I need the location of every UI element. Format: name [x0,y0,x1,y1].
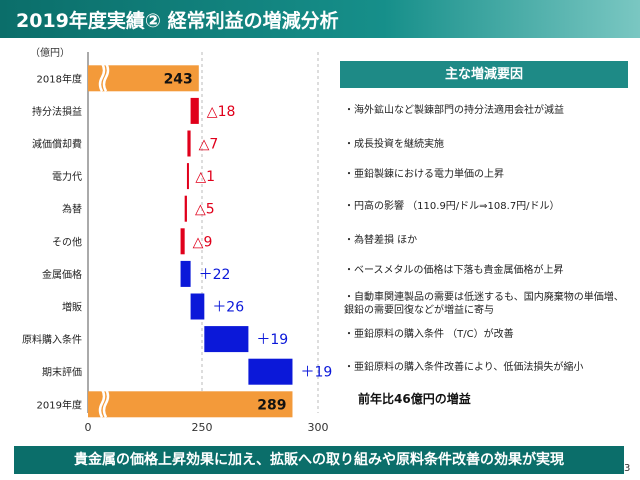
factor-item: ・成長投資を継続実施 [344,139,444,150]
page-number: 3 [624,463,631,474]
bar [88,391,293,418]
factor-item: ・円高の影響 （110.9円/ドル⇒108.7円/ドル） [344,201,560,212]
footer-message: 貴金属の価格上昇効果に加え、拡販への取り組みや原料条件改善の効果が実現 [74,452,564,468]
footer-banner: 貴金属の価格上昇効果に加え、拡販への取り組みや原料条件改善の効果が実現 [14,446,624,474]
factor-item: ・亜鉛製錬における電力単価の上昇 [344,169,504,180]
category-label: 期末評価 [42,366,82,379]
data-label: △5 [195,202,215,218]
data-label: △9 [193,234,213,250]
category-label: 2019年度 [37,398,82,411]
axis-break-mark [98,388,106,418]
category-label: 金属価格 [42,268,82,281]
bar [180,260,191,287]
data-label: ＋19 [300,365,332,381]
bar [190,293,205,320]
category-label: 2018年度 [37,72,82,85]
data-label: 289 [257,397,286,413]
category-label: その他 [52,235,82,248]
factor-item: ・海外鉱山など製錬部門の持分法適用会社が減益 [344,105,564,116]
bar [204,326,249,353]
category-label: 原料購入条件 [22,333,82,346]
factor-item: ・亜鉛原料の購入条件 （T/C）が改善 [344,329,514,340]
waterfall-chart: （億円） 0 250 300 2018年度 243 持分法損益 △18 減価償却費 △7 電力代 △1… [22,46,332,434]
page-header: 2019年度実績② 経常利益の増減分析 [0,0,640,38]
factor-item: ・自動車関連製品の需要は低迷するも、国内廃棄物の単価増、 銀鉛の需要回復などが増… [344,292,629,316]
category-label: 為替 [62,203,82,216]
category-label: 持分法損益 [32,105,82,118]
x-tick-label: 300 [308,421,329,434]
axis-break-mark [102,62,110,92]
summary-text: 前年比46億円の増益 [358,392,471,406]
axis-break-mark [102,388,110,418]
data-label: ＋19 [256,332,288,348]
bar [180,228,185,255]
axis-break-mark [98,62,106,92]
category-label: 電力代 [52,170,82,183]
factor-item: ・為替差損 ほか [344,235,418,246]
data-label: ＋26 [212,300,244,316]
x-tick-label: 250 [192,421,213,434]
bar [248,358,293,385]
data-label: ＋22 [199,267,231,283]
bar [186,163,189,190]
page-title: 2019年度実績② 経常利益の増減分析 [16,10,339,32]
data-label: △1 [195,169,215,185]
bar [187,130,191,157]
factor-item: ・亜鉛原料の購入条件改善により、低価法損失が縮小 [344,362,584,373]
category-label: 増販 [62,301,82,314]
x-tick-label: 0 [85,421,92,434]
factors-heading: 主な増減要因 [340,61,628,88]
data-label: 243 [164,71,193,87]
unit-label: （億円） [30,46,70,59]
category-label: 減価償却費 [32,138,82,151]
factor-item: ・ベースメタルの価格は下落も貴金属価格が上昇 [344,265,564,276]
bar [190,97,199,124]
data-label: △7 [199,137,219,153]
bar [184,195,187,222]
data-label: △18 [207,104,236,120]
